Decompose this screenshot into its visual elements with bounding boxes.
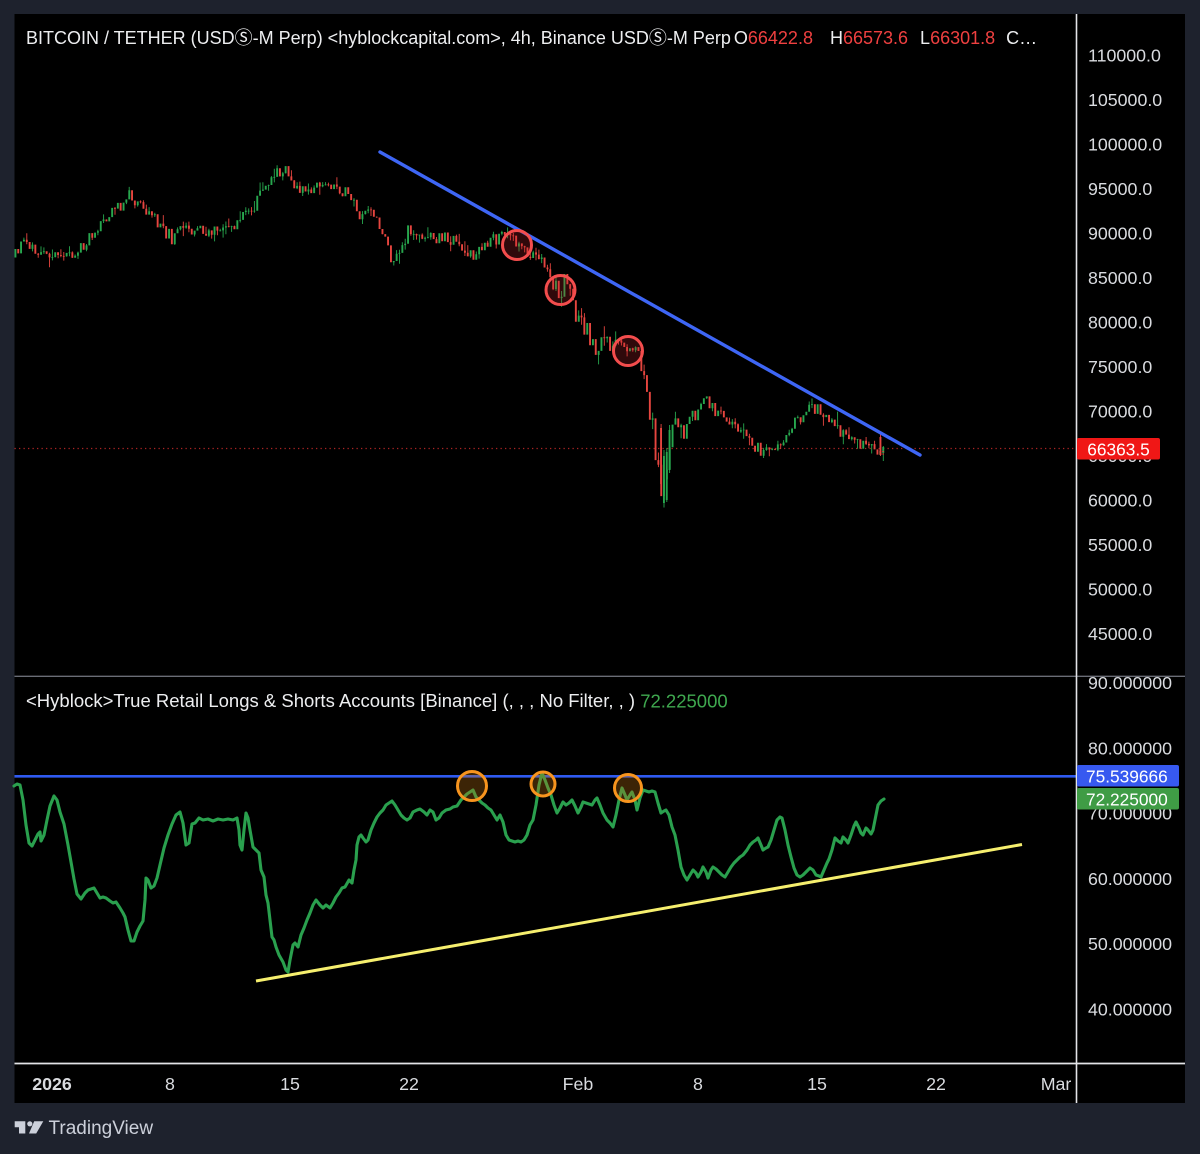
svg-text:75000.0: 75000.0 xyxy=(1088,357,1152,377)
svg-text:80000.0: 80000.0 xyxy=(1088,313,1152,333)
svg-text:8: 8 xyxy=(693,1074,703,1094)
svg-text:8: 8 xyxy=(165,1074,175,1094)
svg-text:75.539666: 75.539666 xyxy=(1086,766,1168,786)
svg-text:60000.0: 60000.0 xyxy=(1088,491,1152,511)
svg-text:60.000000: 60.000000 xyxy=(1088,869,1172,889)
svg-text:85000.0: 85000.0 xyxy=(1088,268,1152,288)
svg-text:100000.0: 100000.0 xyxy=(1088,135,1162,155)
svg-text:70000.0: 70000.0 xyxy=(1088,402,1152,422)
svg-text:22: 22 xyxy=(399,1074,419,1094)
svg-text:22: 22 xyxy=(926,1074,946,1094)
svg-text:2026: 2026 xyxy=(32,1074,72,1094)
svg-text:90.000000: 90.000000 xyxy=(1088,673,1172,693)
svg-text:95000.0: 95000.0 xyxy=(1088,179,1152,199)
svg-text:TradingView: TradingView xyxy=(49,1118,154,1139)
svg-text:90000.0: 90000.0 xyxy=(1088,224,1152,244)
svg-text:110000.0: 110000.0 xyxy=(1088,46,1161,66)
svg-text:Feb: Feb xyxy=(563,1074,594,1094)
svg-text:66363.5: 66363.5 xyxy=(1087,439,1149,459)
svg-text:BITCOIN / TETHER (USDⓈ-M Perp): BITCOIN / TETHER (USDⓈ-M Perp) <hyblockc… xyxy=(26,28,1037,48)
svg-text:50.000000: 50.000000 xyxy=(1088,934,1172,954)
svg-text:105000.0: 105000.0 xyxy=(1088,90,1162,110)
svg-text:<Hyblock>True Retail Longs & S: <Hyblock>True Retail Longs & Shorts Acco… xyxy=(26,690,728,711)
svg-text:55000.0: 55000.0 xyxy=(1088,535,1152,555)
svg-text:15: 15 xyxy=(280,1074,300,1094)
svg-text:72.225000: 72.225000 xyxy=(1086,789,1168,809)
svg-text:80.000000: 80.000000 xyxy=(1088,738,1172,758)
svg-text:50000.0: 50000.0 xyxy=(1088,580,1152,600)
svg-text:45000.0: 45000.0 xyxy=(1088,624,1152,644)
svg-text:Mar: Mar xyxy=(1041,1074,1072,1094)
svg-text:40.000000: 40.000000 xyxy=(1088,1000,1172,1020)
svg-text:15: 15 xyxy=(807,1074,827,1094)
